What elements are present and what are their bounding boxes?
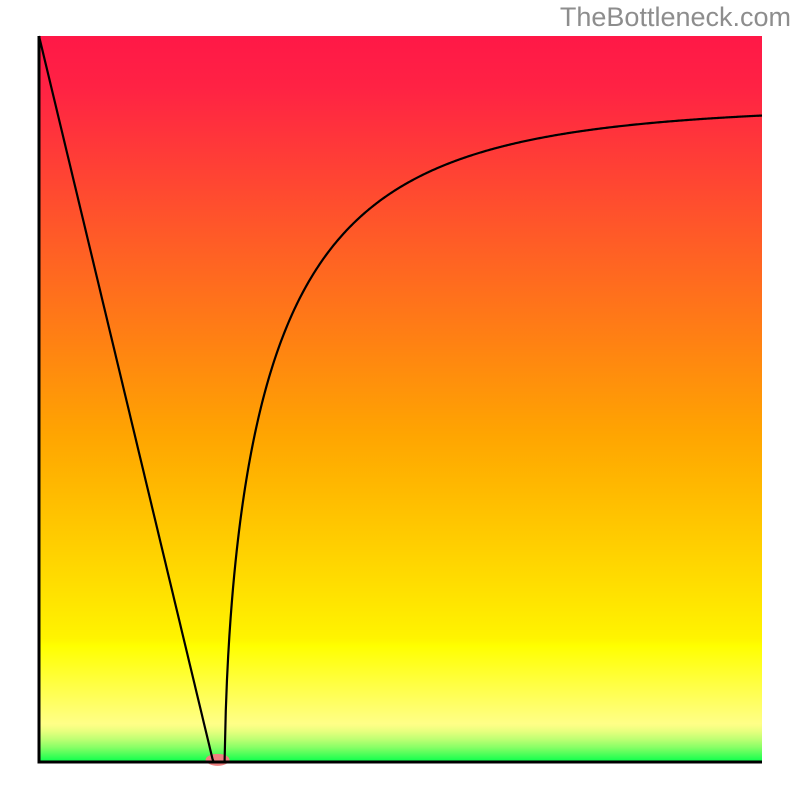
optimum-marker: [206, 754, 230, 766]
curve-layer: [39, 36, 762, 762]
chart-frame: TheBottleneck.com: [0, 0, 800, 800]
watermark-text: TheBottleneck.com: [560, 2, 791, 33]
plot-area: [39, 36, 762, 762]
bottleneck-curve: [39, 36, 762, 762]
